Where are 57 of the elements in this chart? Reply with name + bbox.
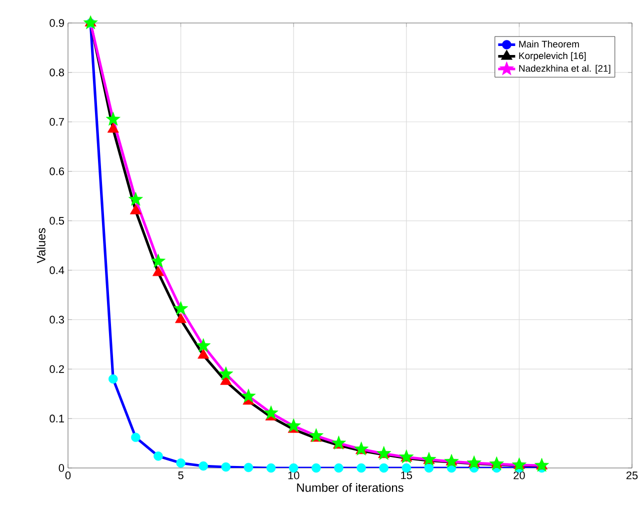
legend-label: Korpelevich [16] bbox=[519, 52, 586, 61]
point bbox=[198, 348, 210, 359]
point bbox=[308, 428, 324, 442]
point bbox=[489, 456, 504, 470]
y-axis-title: Values bbox=[36, 228, 46, 264]
x-tick-label: 25 bbox=[626, 472, 638, 480]
point bbox=[444, 454, 459, 468]
point bbox=[154, 451, 163, 461]
x-tick-label: 15 bbox=[401, 472, 412, 480]
y-tick-label: 0.3 bbox=[50, 316, 64, 324]
x-tick-label: 10 bbox=[288, 472, 300, 480]
point bbox=[354, 442, 369, 456]
point bbox=[512, 457, 526, 472]
y-tick-label: 0.9 bbox=[50, 19, 64, 27]
y-tick-label: 0.5 bbox=[50, 216, 64, 225]
point bbox=[241, 388, 256, 402]
point bbox=[106, 112, 120, 126]
point bbox=[131, 432, 140, 442]
point bbox=[379, 463, 388, 473]
point bbox=[266, 463, 276, 473]
y-tick-label: 0.7 bbox=[50, 118, 64, 126]
point bbox=[334, 463, 344, 473]
point bbox=[150, 254, 166, 268]
point bbox=[534, 458, 550, 472]
point bbox=[174, 301, 188, 315]
legend-label: Main Theorem bbox=[519, 40, 579, 48]
y-tick-label: 0 bbox=[58, 464, 64, 472]
point bbox=[130, 204, 142, 214]
point bbox=[466, 455, 482, 470]
y-tick-label: 0.8 bbox=[50, 68, 64, 76]
point bbox=[128, 192, 143, 206]
x-tick-label: 5 bbox=[178, 472, 184, 480]
y-tick-label: 0.4 bbox=[50, 266, 64, 274]
point bbox=[312, 463, 321, 473]
point bbox=[331, 436, 346, 450]
x-axis-title: Number of iterations bbox=[297, 483, 404, 492]
point bbox=[83, 15, 98, 30]
point bbox=[107, 122, 119, 133]
x-tick-label: 20 bbox=[514, 472, 525, 480]
point bbox=[196, 338, 211, 352]
point bbox=[108, 374, 118, 384]
point bbox=[218, 366, 234, 380]
y-tick-label: 0.1 bbox=[50, 414, 64, 422]
y-tick-label: 0.6 bbox=[50, 167, 64, 176]
point bbox=[175, 313, 187, 324]
point bbox=[264, 405, 278, 420]
point bbox=[198, 461, 208, 471]
point bbox=[221, 462, 231, 472]
x-tick-label: 0 bbox=[65, 472, 71, 480]
point bbox=[152, 266, 164, 276]
point bbox=[176, 458, 186, 468]
legend-label: Nadezkhina et al. [21] bbox=[519, 64, 610, 74]
point bbox=[356, 463, 366, 473]
point bbox=[424, 463, 434, 473]
point bbox=[244, 462, 254, 472]
y-tick-label: 0.2 bbox=[50, 365, 64, 373]
point bbox=[286, 418, 301, 432]
